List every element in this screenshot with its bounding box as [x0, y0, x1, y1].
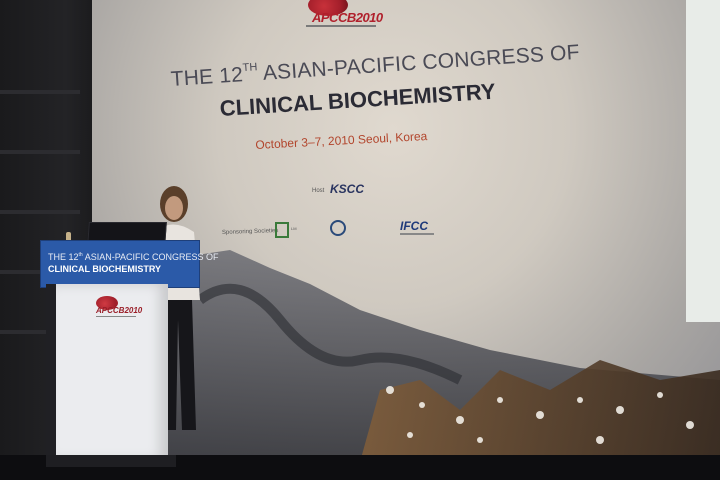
podium-body	[56, 284, 168, 460]
lm-mark-icon	[275, 222, 289, 238]
podium-base	[46, 455, 176, 467]
apccb-logo: APCCB2010	[302, 0, 394, 30]
title-prefix: THE 12	[170, 63, 244, 91]
ifcc-underline	[400, 233, 434, 235]
podium-logo-text: APCCB2010	[96, 306, 143, 315]
sponsor-logo-lm: LM	[275, 222, 321, 240]
host-logo: KSCC	[330, 178, 366, 204]
logo-text: APCCB2010	[312, 10, 383, 25]
logo-underline	[306, 25, 376, 27]
podium-logo-blob-icon	[96, 296, 118, 310]
blossom-dots	[386, 386, 694, 444]
lm-logo-text: LM	[291, 226, 297, 231]
podium-suffix: ASIAN-PACIFIC CONGRESS OF	[82, 252, 219, 262]
logo-blob-icon	[308, 0, 348, 16]
podium-title-line1: THE 12th ASIAN-PACIFIC CONGRESS OF	[48, 252, 219, 262]
title-sup: TH	[242, 61, 259, 75]
host-logo-text: KSCC	[330, 182, 365, 196]
podium-sup: th	[78, 252, 83, 258]
wall-stripe	[0, 210, 80, 214]
podium-prefix: THE 12	[48, 252, 79, 262]
podium-title-line2: CLINICAL BIOCHEMISTRY	[48, 264, 162, 274]
wall-stripe	[0, 150, 80, 154]
podium-side	[46, 284, 58, 460]
wall-stripe	[0, 90, 80, 94]
podium-logo-underline	[96, 316, 136, 317]
sponsor-emblem-icon	[330, 220, 346, 236]
screen-edge-light	[686, 0, 720, 322]
microphone-icon	[66, 232, 71, 242]
sponsor-logo-ifcc: IFCC	[400, 219, 428, 233]
host-label: Host	[312, 188, 325, 194]
wall-stripe	[0, 330, 80, 334]
mountain-ridge	[197, 283, 463, 385]
mountain-landscape	[160, 250, 720, 462]
